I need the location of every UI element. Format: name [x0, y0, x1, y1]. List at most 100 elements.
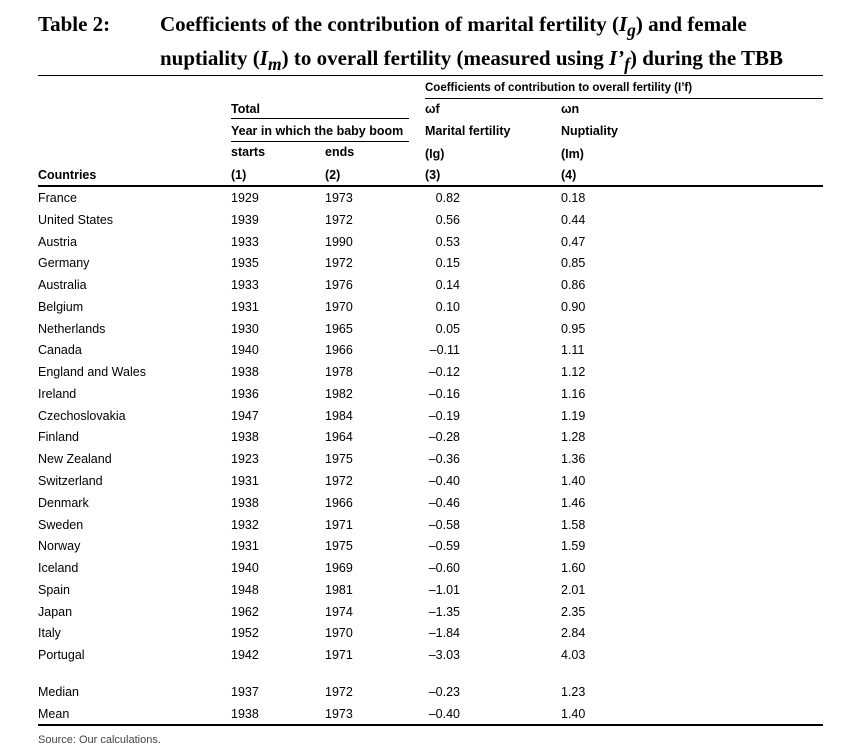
table-row-wf: –1.84: [428, 626, 460, 641]
summary-row-starts: 1938: [231, 707, 259, 721]
table-row-country: Italy: [38, 626, 61, 641]
total-rule: [231, 118, 409, 119]
table-row-country: Belgium: [38, 299, 84, 314]
im-header: (Im): [561, 147, 584, 161]
table-row-ends: 1972: [325, 474, 353, 488]
table-row-country: Finland: [38, 430, 79, 445]
table-row-ends: 1971: [325, 517, 353, 532]
table-row-starts: 1931: [231, 539, 259, 554]
header-bottom-rule: [38, 185, 823, 187]
table-row-wf: –0.16: [428, 386, 460, 401]
table-row-ends: 1981: [325, 582, 353, 597]
table-row-country: Japan: [38, 604, 73, 619]
nuptiality-header: Nuptiality: [561, 124, 618, 138]
ig-header: (Ig): [425, 147, 445, 161]
table-row-wn: 1.59: [561, 539, 586, 554]
table-row-wf: 0.10: [435, 299, 460, 314]
table-row-country: New Zealand: [38, 452, 112, 467]
table-row-starts: 1936: [231, 386, 259, 401]
table-row-wn: 0.86: [561, 278, 586, 293]
col2-header: (2): [325, 168, 341, 182]
table-row-starts: 1938: [231, 365, 259, 380]
table-row-wn: 1.16: [561, 386, 586, 401]
table-row-wn: 0.95: [561, 321, 586, 336]
table-row-wf: –0.46: [428, 495, 460, 510]
table-row-wn: 0.47: [561, 234, 586, 249]
omega-f-header: ωf: [425, 102, 440, 116]
table-row-ends: 1970: [325, 626, 353, 641]
im-subscript: m: [267, 54, 282, 75]
table-row-country: Norway: [38, 539, 81, 554]
table-row-starts: 1942: [231, 648, 259, 663]
table-row-wf: –0.36: [428, 452, 460, 467]
table-row-ends: 1972: [325, 256, 353, 271]
table-row-starts: 1930: [231, 321, 259, 336]
caption-part: ) and female nuptiality (: [160, 12, 747, 71]
table-row-ends: 1975: [325, 452, 353, 467]
table-row-wf: 0.05: [435, 321, 460, 336]
table-row-ends: 1970: [325, 299, 353, 314]
table-row-wf: –0.40: [428, 474, 460, 488]
year-header: Year in which the baby boom: [231, 124, 404, 138]
table-row-wf: 0.82: [435, 191, 460, 205]
table-row-wn: 0.85: [561, 256, 586, 271]
table-row-wn: 0.44: [561, 212, 586, 227]
omega-n-header: ωn: [561, 102, 580, 116]
table-footer: Source: Our calculations.: [38, 734, 161, 746]
table-row-ends: 1964: [325, 430, 353, 445]
table-row-starts: 1962: [231, 604, 259, 619]
table-row-starts: 1947: [231, 408, 259, 423]
table-row-wf: –1.35: [428, 604, 460, 619]
table-row-ends: 1982: [325, 386, 353, 401]
caption-part: ) during the TBB: [629, 46, 784, 71]
summary-row-ends: 1972: [325, 685, 353, 699]
summary-row-wf: –0.40: [428, 707, 460, 721]
table-row-country: Australia: [38, 278, 87, 293]
total-header: Total: [231, 102, 260, 116]
table-top-rule: [38, 75, 823, 76]
table-row-wn: 1.12: [561, 365, 586, 380]
marital-fertility-header: Marital fertility: [425, 124, 511, 138]
col1-header: (1): [231, 168, 247, 182]
table-row-starts: 1931: [231, 299, 259, 314]
table-row-ends: 1984: [325, 408, 353, 423]
table-row-country: Ireland: [38, 386, 77, 401]
table-row-ends: 1972: [325, 212, 353, 227]
table-row-country: Portugal: [38, 648, 85, 663]
table-row-country: Sweden: [38, 517, 84, 532]
table-row-starts: 1939: [231, 212, 259, 227]
summary-row-ends: 1973: [325, 707, 353, 721]
table-row-wn: 1.36: [561, 452, 586, 467]
table-row-wf: –1.01: [428, 582, 460, 597]
table-row-country: Switzerland: [38, 474, 103, 488]
table-row-wn: 1.11: [561, 343, 585, 358]
year-rule: [231, 141, 409, 142]
table-row-wf: –0.59: [428, 539, 460, 554]
table-row-wf: 0.15: [435, 256, 460, 271]
table-row-ends: 1966: [325, 495, 353, 510]
table-row-wf: 0.53: [435, 234, 460, 249]
caption-part: Coefficients of the contribution of mari…: [160, 12, 619, 36]
summary-row-country: Mean: [38, 707, 70, 721]
table-row-starts: 1940: [231, 343, 259, 358]
table-row-wf: –0.28: [428, 430, 460, 445]
table-row-wf: –3.03: [428, 648, 460, 663]
table-row-starts: 1938: [231, 495, 259, 510]
col3-header: (3): [425, 168, 441, 182]
table-row-starts: 1933: [231, 278, 259, 293]
coeff-group-rule: [425, 98, 823, 99]
table-row-ends: 1965: [325, 321, 353, 336]
table-row-country: Netherlands: [38, 321, 106, 336]
table-row-country: Denmark: [38, 495, 89, 510]
table-row-wn: 2.35: [561, 604, 586, 619]
im-symbol: I: [259, 46, 268, 71]
table-row-country: Canada: [38, 343, 82, 358]
table-row-country: United States: [38, 212, 114, 227]
table-row-wn: 1.46: [561, 495, 586, 510]
table-row-starts: 1933: [231, 234, 259, 249]
ends-header: ends: [325, 145, 355, 159]
table-row-country: France: [38, 191, 77, 205]
table-row-starts: 1940: [231, 561, 259, 576]
if-subscript: f: [624, 54, 630, 75]
